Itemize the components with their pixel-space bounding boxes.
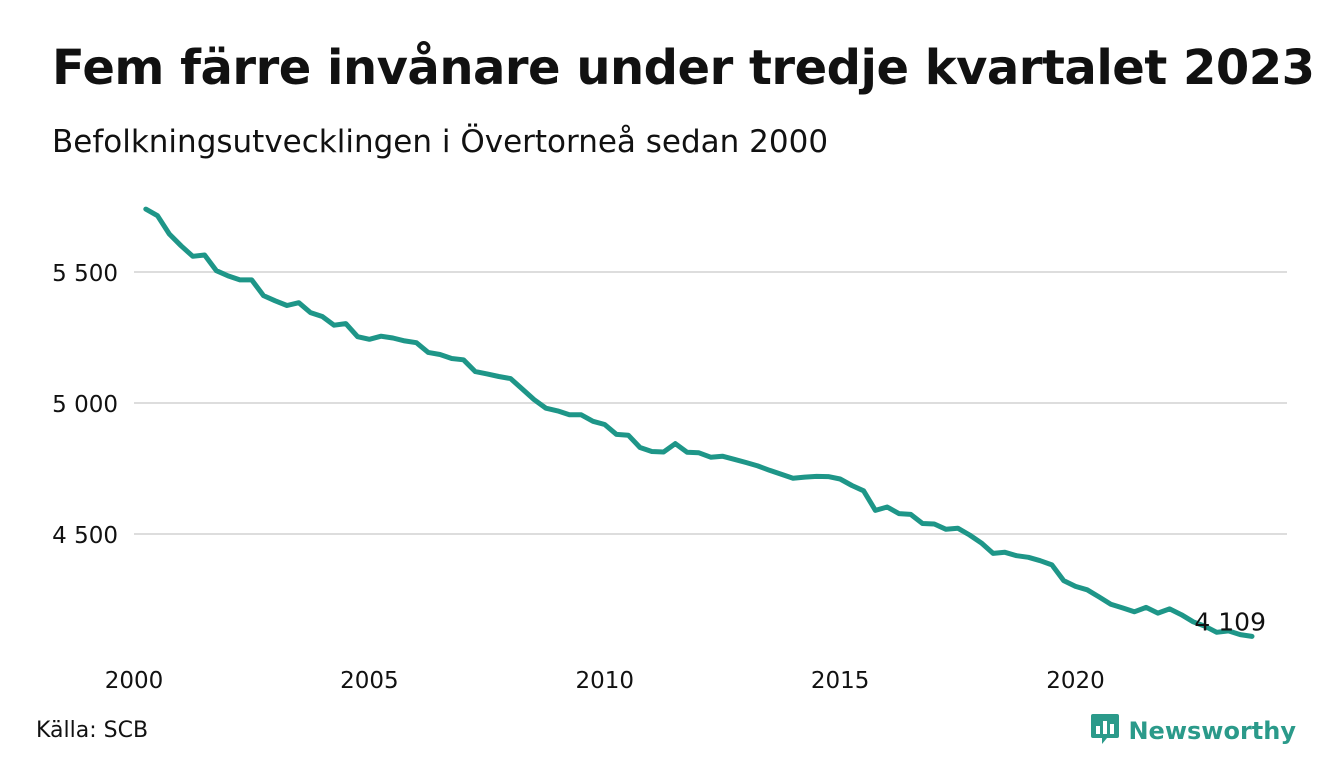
x-tick-label: 2005: [340, 668, 399, 694]
y-axis-ticks: 4 500 5 000 5 500: [52, 261, 118, 549]
x-tick-label: 2000: [105, 668, 164, 694]
chart-title: Fem färre invånare under tredje kvartale…: [52, 40, 1315, 96]
x-tick-label: 2015: [811, 668, 870, 694]
chart-subtitle: Befolkningsutvecklingen i Övertorneå sed…: [52, 124, 829, 160]
y-tick-label: 4 500: [52, 523, 118, 549]
y-tick-label: 5 000: [52, 392, 118, 418]
x-tick-label: 2020: [1046, 668, 1105, 694]
y-tick-label: 5 500: [52, 261, 118, 287]
brand-name: Newsworthy: [1128, 717, 1296, 745]
source-note: Källa: SCB: [36, 718, 149, 743]
x-axis-ticks: 2000 2005 2010 2015 2020: [105, 668, 1105, 694]
x-tick-label: 2010: [575, 668, 634, 694]
brand-logo[interactable]: Newsworthy: [1090, 712, 1296, 750]
end-value-label: 4 109: [1194, 607, 1266, 636]
bar-chart-speech-bubble-icon: [1090, 712, 1120, 750]
gridlines: [134, 271, 1287, 535]
population-line: [143, 206, 1255, 639]
